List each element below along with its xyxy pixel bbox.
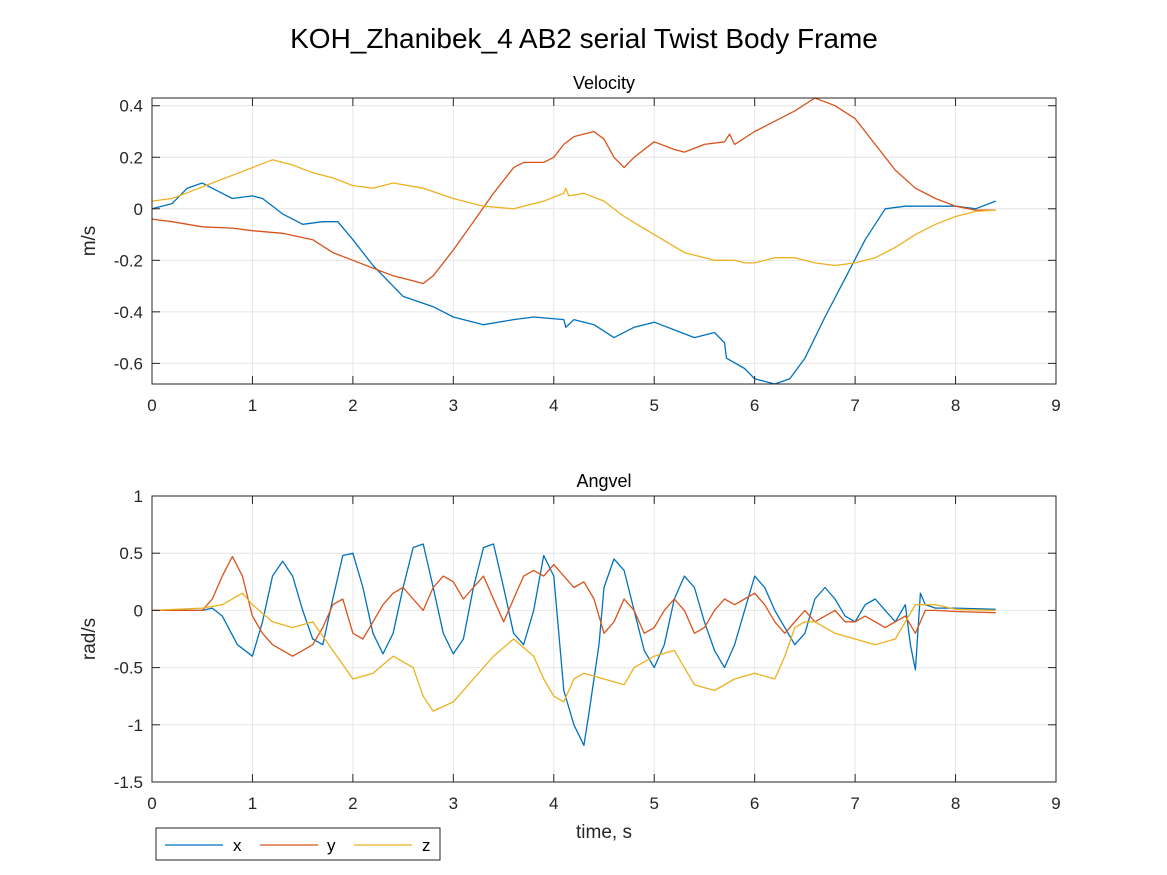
x-tick-label: 0: [147, 794, 156, 813]
figure-title: KOH_Zhanibek_4 AB2 serial Twist Body Fra…: [290, 23, 878, 54]
subplot-title: Angvel: [576, 471, 631, 491]
legend-label-y: y: [327, 836, 336, 855]
y-tick-label: 0: [134, 601, 143, 620]
legend-box: [155, 827, 441, 861]
velocity-plot: 0 1 2 3 4 5 6 7 8 9 -0.6 -0.4 -0.2 0 0.2 0.4 Velocity m/s: [79, 73, 1061, 415]
x-tick-label: 2: [348, 396, 357, 415]
series-line-y: [152, 555, 996, 657]
legend-label-z: z: [422, 836, 431, 855]
x-axis-label: time, s: [576, 822, 632, 843]
x-tick-label: 8: [951, 396, 960, 415]
x-tick-label: 0: [147, 396, 156, 415]
x-tick-label: 4: [549, 396, 558, 415]
axes-box: [151, 97, 1057, 385]
y-tick-label: -1: [128, 716, 143, 735]
y-tick-label: -0.4: [114, 303, 143, 322]
legend-label-x: x: [233, 836, 242, 855]
x-tick-label: 8: [951, 794, 960, 813]
y-tick-label: 0.5: [119, 544, 143, 563]
x-tick-label: 7: [850, 396, 859, 415]
y-tick-label: 0: [134, 200, 143, 219]
x-tick-label: 9: [1051, 396, 1060, 415]
y-tick-label: -1.5: [114, 773, 143, 792]
axes-box: [151, 495, 1057, 783]
x-tick-label: 3: [449, 396, 458, 415]
subplot-title: Velocity: [573, 73, 635, 93]
legend: x y z: [155, 827, 441, 861]
y-tick-label: 1: [134, 487, 143, 506]
x-tick-label: 5: [649, 396, 658, 415]
x-tick-label: 6: [750, 396, 759, 415]
series-line-x: [151, 182, 996, 385]
y-axis-label: m/s: [79, 226, 100, 257]
y-tick-label: 0.4: [119, 97, 143, 116]
x-tick-label: 2: [348, 794, 357, 813]
series-line-y: [151, 97, 996, 285]
series-line-x: [152, 543, 996, 747]
x-tick-label: 1: [248, 794, 257, 813]
y-tick-label: -0.2: [114, 251, 143, 270]
plot-area: [152, 496, 1056, 782]
y-tick-label: 0.2: [119, 148, 143, 167]
x-tick-label: 3: [449, 794, 458, 813]
plot-area: [152, 98, 1056, 384]
y-axis-label: rad/s: [79, 618, 100, 660]
series-line-z: [151, 159, 996, 267]
series-line-z: [151, 592, 996, 712]
y-tick-label: -0.5: [114, 659, 143, 678]
x-tick-label: 4: [549, 794, 558, 813]
x-tick-label: 1: [248, 396, 257, 415]
angvel-plot: 0 1 2 3 4 5 6 7 8 9 -1.5 -1 -0.5 0 0.5 1 Angvel rad/s time…: [79, 471, 1061, 843]
y-tick-label: -0.6: [114, 354, 143, 373]
x-tick-label: 6: [750, 794, 759, 813]
x-tick-label: 9: [1051, 794, 1060, 813]
x-tick-label: 7: [850, 794, 859, 813]
x-tick-label: 5: [649, 794, 658, 813]
